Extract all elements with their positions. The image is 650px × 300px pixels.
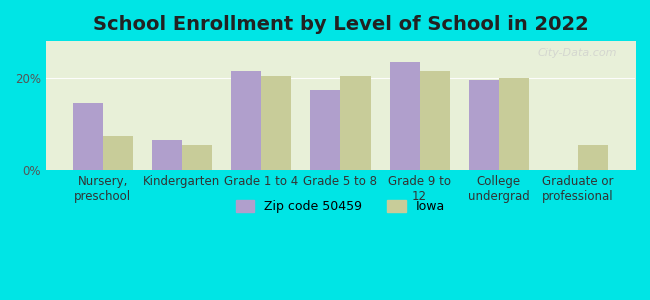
Bar (310, 89, 341, 170)
Bar (578, 145, 608, 170)
Bar (231, 71, 261, 170)
Title: School Enrollment by Level of School in 2022: School Enrollment by Level of School in … (92, 15, 588, 34)
Bar (341, 76, 370, 170)
Bar (152, 140, 182, 170)
Bar (420, 71, 450, 170)
Bar (499, 78, 529, 170)
Bar (182, 145, 212, 170)
Text: City-Data.com: City-Data.com (538, 48, 618, 58)
Bar (469, 80, 499, 170)
Bar (73, 103, 103, 170)
Bar (261, 76, 291, 170)
Legend: Zip code 50459, Iowa: Zip code 50459, Iowa (231, 195, 450, 218)
Bar (103, 136, 133, 170)
Bar (389, 62, 420, 170)
